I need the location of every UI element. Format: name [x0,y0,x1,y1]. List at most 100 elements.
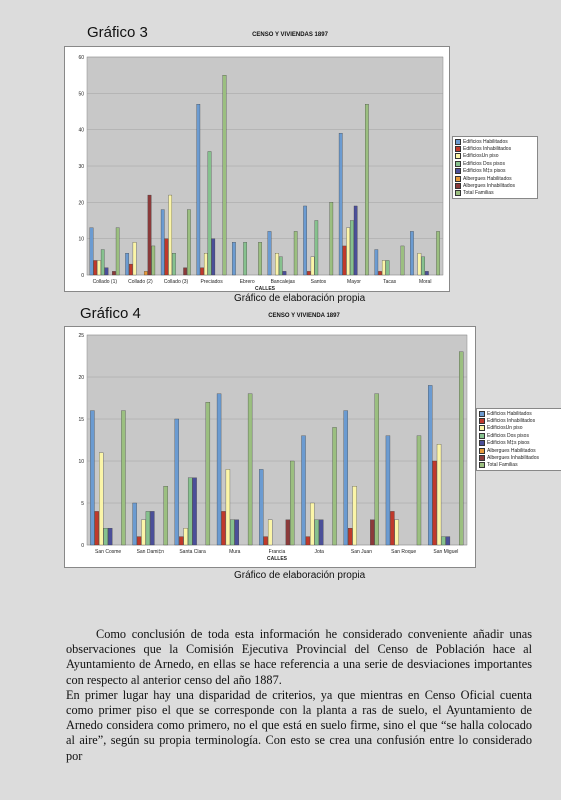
chart-3-svg: 0 10 20 30 40 50 60 Collado (1) Collado (2) Colla… [78,55,444,292]
bar [400,245,405,276]
legend-label: Albergues Inhabilitados [463,183,515,190]
legend-label: Albergues Habilitados [463,175,512,182]
bar [428,385,433,546]
bar [445,536,451,546]
x-tick-label: San Roque [391,549,416,555]
legend-entry: Edificios M‡s pisos [455,168,535,175]
bar [234,519,239,546]
legend-swatch [455,183,461,190]
x-tick-label: Collado (2) [128,279,153,285]
bar [343,410,348,546]
x-tick-label: Collado (1) [93,279,118,285]
legend-entry: Albergues Habilitados [455,175,535,182]
bar [282,271,287,276]
bar [303,205,307,276]
bar [172,253,176,276]
bar [160,209,165,276]
legend-label: Edificios M‡s pisos [487,440,530,447]
bar [151,245,156,276]
x-tick-label: San Miguel [433,549,458,555]
chart-4-svg: 0 5 10 15 20 25 San Cosme San Dami‡n Santa Clara… [78,333,468,562]
bar [164,238,169,276]
plot-area [86,334,468,546]
bar [278,256,283,276]
bar [352,486,357,546]
bar [267,519,273,546]
y-tick-label: 0 [81,543,84,549]
bar [301,435,306,546]
paragraph-2: En primer lugar hay una disparidad de cr… [66,687,532,763]
legend-swatch [455,138,461,145]
chart-3: 0 10 20 30 40 50 60 Collado (1) Collado (2) Colla… [64,46,450,292]
bar [121,410,126,546]
bar [222,75,227,276]
bar [267,231,272,276]
bar [141,519,146,546]
bar [211,238,216,276]
bar [432,460,437,546]
legend-label: Albergues Inhabilitados [487,455,539,462]
bar [425,271,429,276]
bar [94,511,99,546]
bar [421,256,425,276]
legend-swatch [455,160,461,167]
bar [107,528,113,546]
chart-3-title: CENSO Y VIVIENDAS 1897 [252,32,328,38]
bar [183,528,188,546]
y-tick-label: 50 [78,91,84,97]
y-tick-label: 15 [78,417,84,423]
legend-swatch [479,455,485,462]
legend-entry: Edificios Habilitados [479,410,559,417]
bar [290,460,295,546]
bar [205,402,211,546]
bar [374,393,379,546]
x-tick-label: Santos [311,279,327,285]
bar [259,469,264,546]
bar [243,242,247,276]
bar [347,528,353,546]
x-tick-label: Bancalejas [271,279,296,285]
bar [90,410,95,546]
bar [230,519,235,546]
legend-swatch [479,418,485,425]
y-tick-label: 20 [78,375,84,381]
x-tick-label: Tacas [383,279,397,285]
x-tick-label: Mura [229,549,241,555]
legend-swatch [455,146,461,153]
legend-label: EdificiosUn piso [463,153,499,160]
x-axis-label: CALLES [267,556,288,562]
bar [305,536,311,546]
bar [314,220,319,276]
bar [285,519,291,546]
bar [163,486,168,546]
bar [225,469,231,546]
legend-swatch [479,440,485,447]
bar [275,253,279,276]
bar [258,242,262,276]
x-tick-label: Collado (3) [164,279,189,285]
bar [247,393,253,546]
x-tick-label: Francia [269,549,286,555]
bar [136,536,142,546]
y-tick-label: 0 [81,273,84,279]
legend-label: Total Familias [487,462,518,469]
legend-label: Total Familias [463,190,494,197]
legend-entry: Edificios Habilitados [455,138,535,145]
bar [221,511,226,546]
figure-3-caption: Gráfico de elaboración propia [234,293,366,304]
legend-label: Edificios Dos pisos [463,160,505,167]
figure-4-caption: Gráfico de elaboración propia [234,570,366,581]
x-tick-label: Ebrero [240,279,255,285]
bar [385,435,391,546]
bar [125,253,129,276]
legend-entry: Total Familias [479,462,559,469]
y-tick-label: 20 [78,200,84,206]
y-tick-label: 10 [78,459,84,465]
bar [310,256,315,276]
y-tick-label: 60 [78,55,84,61]
legend-swatch [479,432,485,439]
legend-entry: EdificiosUn piso [455,153,535,160]
legend-label: Edificios Habilitados [463,138,508,145]
legend-swatch [455,175,461,182]
legend-entry: Edificios Dos pisos [455,160,535,167]
